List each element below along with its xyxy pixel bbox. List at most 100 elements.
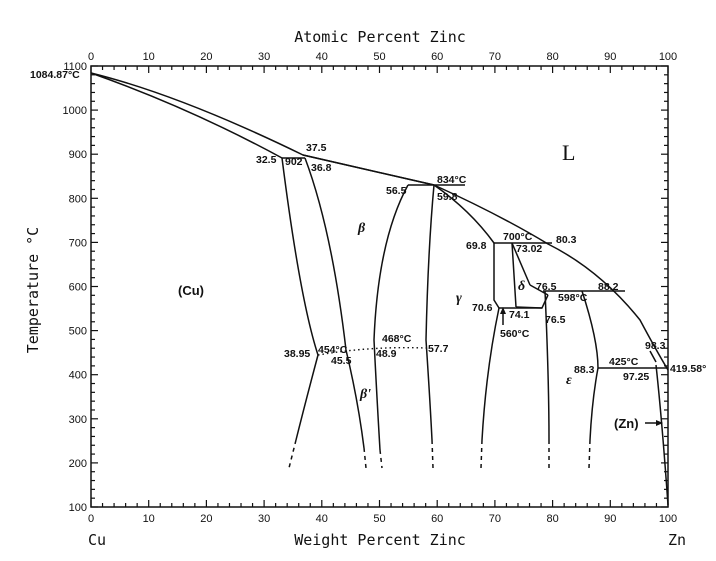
x-tick-label-bottom: 80 [546, 513, 558, 525]
label-38-95: 38.95 [284, 348, 310, 360]
phase-zn: (Zn) [614, 416, 639, 431]
x-tick-label-bottom: 60 [431, 513, 443, 525]
zn-solvus [655, 364, 669, 506]
x-tick-label-bottom: 30 [258, 513, 270, 525]
phase-beta-prime: β' [359, 387, 371, 402]
label-74-1: 74.1 [509, 309, 530, 321]
x-tick-label-bottom: 100 [659, 513, 677, 525]
arrow-560-head [500, 307, 506, 314]
label-56-5: 56.5 [386, 185, 407, 197]
y-tick-label: 500 [69, 326, 87, 338]
dash-beta-right [379, 449, 383, 469]
label-59-8: 59.8 [437, 191, 458, 203]
y-tick-label: 1100 [63, 61, 87, 73]
label-834: 834°C [437, 174, 467, 186]
arrow-zn-head [656, 420, 663, 426]
phase-boundaries [90, 72, 669, 506]
cu-solvus [281, 157, 319, 441]
x-tick-label-top: 70 [489, 51, 501, 63]
point-annotations: 1084.87°C 419.58° 37.5 32.5 902 36.8 834… [30, 69, 706, 383]
label-76-5-b: 76.5 [545, 314, 566, 326]
dash-beta-left [363, 447, 367, 469]
x-tick-label-bottom: 40 [316, 513, 328, 525]
label-37-5: 37.5 [306, 142, 327, 154]
label-36-8: 36.8 [311, 162, 332, 174]
phase-cu: (Cu) [178, 283, 204, 298]
x-tick-label-bottom: 0 [88, 513, 94, 525]
phase-liquid: L [562, 140, 575, 165]
label-76-5-a: 76.5 [536, 281, 557, 293]
y-tick-label: 700 [69, 237, 87, 249]
label-700: 700°C [503, 231, 533, 243]
arrow-983 [649, 350, 657, 363]
dash-gamma-inner [480, 439, 483, 469]
left-axis-title: Temperature °C [24, 227, 42, 353]
label-cu-melt: 1084.87°C [30, 69, 80, 81]
label-468: 468°C [382, 333, 412, 345]
label-80-3: 80.3 [556, 234, 577, 246]
x-tick-label-top: 50 [373, 51, 385, 63]
label-69-8: 69.8 [466, 240, 487, 252]
y-tick-label: 200 [69, 458, 87, 470]
solidus-cu [90, 72, 283, 159]
beta-right-boundary [373, 184, 409, 451]
label-zn-melt: 419.58° [670, 363, 706, 375]
x-tick-label-top: 20 [200, 51, 212, 63]
label-57-7: 57.7 [428, 343, 449, 355]
liquidus-gamma-lower [433, 184, 495, 244]
dash-gamma-left [431, 439, 434, 469]
x-tick-label-top: 10 [143, 51, 155, 63]
phase-beta: β [357, 221, 366, 236]
x-tick-label-bottom: 10 [143, 513, 155, 525]
label-88-3: 88.3 [574, 364, 595, 376]
x-tick-label-bottom: 50 [373, 513, 385, 525]
bottom-axis-title: Weight Percent Zinc [294, 531, 466, 549]
top-axis-title: Atomic Percent Zinc [294, 28, 466, 46]
y-tick-label: 400 [69, 370, 87, 382]
left-element-label: Cu [88, 531, 106, 549]
label-97-25: 97.25 [623, 371, 649, 383]
label-32-5: 32.5 [256, 154, 277, 166]
label-598c: 598°C [558, 292, 588, 304]
gamma-delta-boundary [511, 242, 517, 308]
label-425: 425°C [609, 356, 639, 368]
y-tick-label: 300 [69, 414, 87, 426]
label-48-9: 48.9 [376, 348, 397, 360]
phase-epsilon: ε [566, 373, 572, 388]
x-tick-label-top: 100 [659, 51, 677, 63]
y-tick-label: 600 [69, 282, 87, 294]
x-tick-label-top: 30 [258, 51, 270, 63]
y-tick-label: 900 [69, 149, 87, 161]
axis-tick-labels: 0 0 10 10 20 20 30 30 40 40 50 50 60 60 70 70 80 80 90 90 10… [63, 51, 678, 525]
gamma-inner-left [481, 307, 500, 441]
delta-lower [515, 294, 549, 309]
label-560: 560°C [500, 328, 530, 340]
y-tick-label: 1000 [63, 105, 87, 117]
label-88-2: 88.2 [598, 281, 619, 293]
x-tick-label-top: 80 [546, 51, 558, 63]
liquidus-zn [433, 184, 669, 371]
delta-left [511, 242, 531, 286]
label-902: 902 [285, 156, 303, 168]
x-tick-label-bottom: 70 [489, 513, 501, 525]
x-tick-label-bottom: 20 [200, 513, 212, 525]
label-45-5: 45.5 [331, 355, 352, 367]
x-tick-label-bottom: 90 [604, 513, 616, 525]
liquidus-cu-beta [90, 72, 435, 186]
label-70-6: 70.6 [472, 302, 493, 314]
phase-delta: δ [518, 279, 525, 294]
epsilon-left [544, 290, 550, 441]
y-tick-label: 100 [69, 502, 87, 514]
gamma-right-upper [493, 243, 500, 309]
dash-cu [288, 439, 297, 469]
phase-gamma: γ [456, 291, 462, 306]
axis-ticks [90, 65, 669, 508]
beta-left-boundary [304, 157, 365, 449]
label-98-3: 98.3 [645, 340, 666, 352]
x-tick-label-top: 40 [316, 51, 328, 63]
x-tick-label-top: 60 [431, 51, 443, 63]
y-tick-label: 800 [69, 193, 87, 205]
gamma-left-boundary [425, 184, 435, 441]
label-73-02: 73.02 [516, 243, 542, 255]
